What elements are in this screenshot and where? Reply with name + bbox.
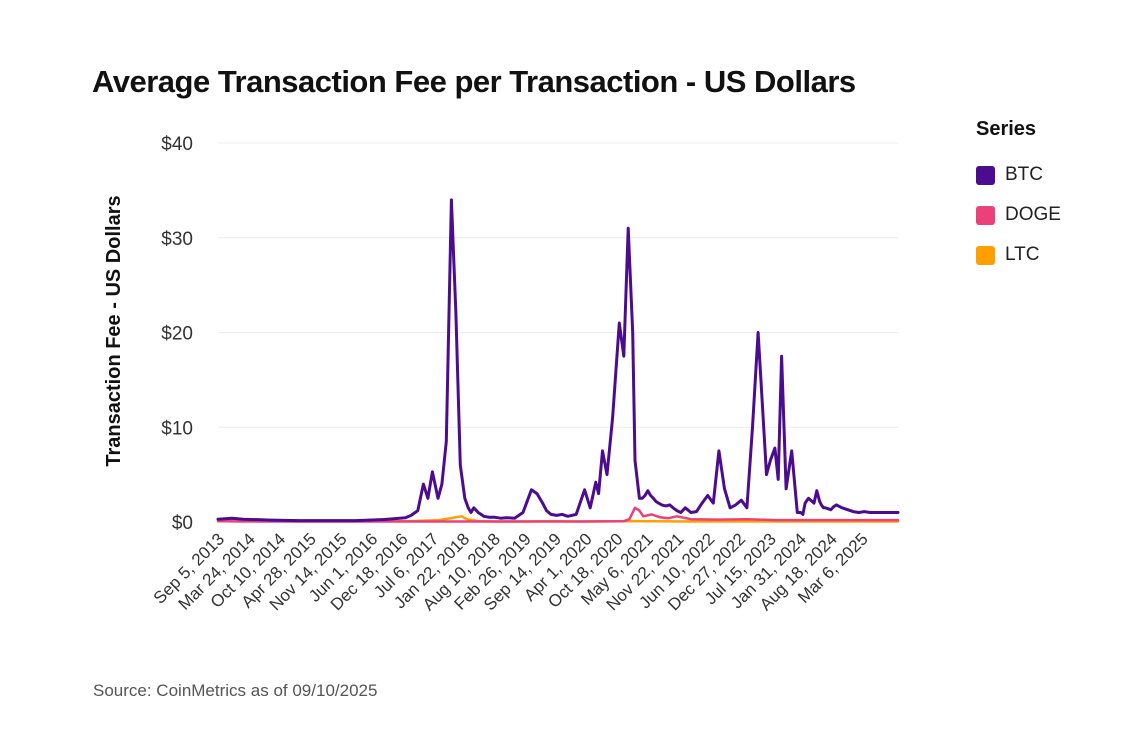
y-tick-labels: $0 $10 $20 $30 $40 [161,134,193,534]
legend-item-ltc[interactable]: LTC [976,235,1061,275]
legend: Series BTC DOGE LTC [976,118,1061,275]
grid-lines [218,142,898,523]
series-line-doge[interactable] [216,506,900,523]
legend-swatch-doge [976,205,995,225]
legend-swatch-btc [976,165,995,185]
legend-label-ltc: LTC [1005,244,1040,265]
series-layer [216,198,900,523]
legend-item-doge[interactable]: DOGE [976,195,1061,235]
y-tick-label: $30 [161,229,193,250]
legend-label-doge: DOGE [1005,204,1061,225]
y-tick-label: $40 [161,134,193,155]
legend-item-btc[interactable]: BTC [976,155,1061,195]
series-line-btc[interactable] [216,198,900,523]
y-tick-label: $0 [172,513,193,534]
legend-label-btc: BTC [1005,164,1043,185]
y-axis-label: Transaction Fee - US Dollars [103,195,125,466]
legend-title: Series [976,118,1037,140]
y-tick-label: $10 [161,418,193,439]
source-note: Source: CoinMetrics as of 09/10/2025 [93,681,378,700]
legend-swatch-ltc [976,245,995,265]
chart-title: Average Transaction Fee per Transaction … [92,64,856,99]
y-tick-label: $20 [161,324,193,345]
